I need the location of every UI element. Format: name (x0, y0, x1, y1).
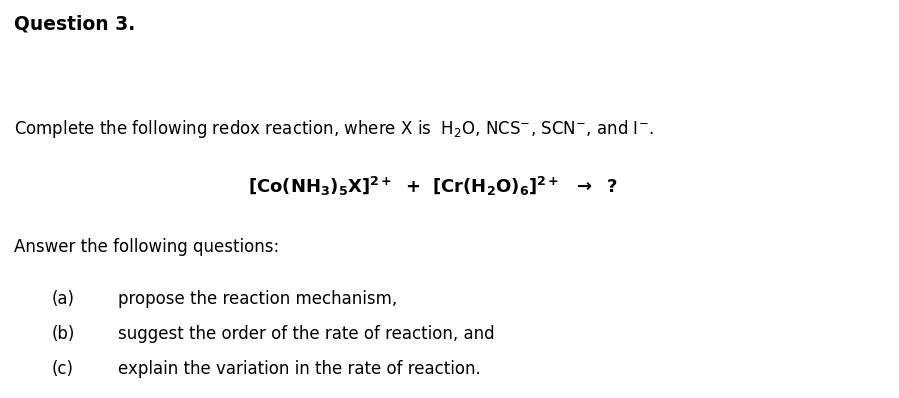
Text: propose the reaction mechanism,: propose the reaction mechanism, (118, 290, 397, 308)
Text: suggest the order of the rate of reaction, and: suggest the order of the rate of reactio… (118, 325, 494, 343)
Text: explain the variation in the rate of reaction.: explain the variation in the rate of rea… (118, 360, 481, 378)
Text: (c): (c) (52, 360, 74, 378)
Text: (a): (a) (52, 290, 75, 308)
Text: $\bf{[Co(NH_3)_5X]^{2+}}$  $\bf{+}$  $\bf{[Cr(H_2O)_6]^{2+}}$  $\bf{\rightarrow}: $\bf{[Co(NH_3)_5X]^{2+}}$ $\bf{+}$ $\bf{… (248, 175, 618, 198)
Text: Question 3.: Question 3. (14, 14, 135, 33)
Text: Complete the following redox reaction, where X is  H$_2$O, NCS$^{-}$, SCN$^{-}$,: Complete the following redox reaction, w… (14, 118, 654, 140)
Text: Answer the following questions:: Answer the following questions: (14, 238, 280, 256)
Text: (b): (b) (52, 325, 76, 343)
